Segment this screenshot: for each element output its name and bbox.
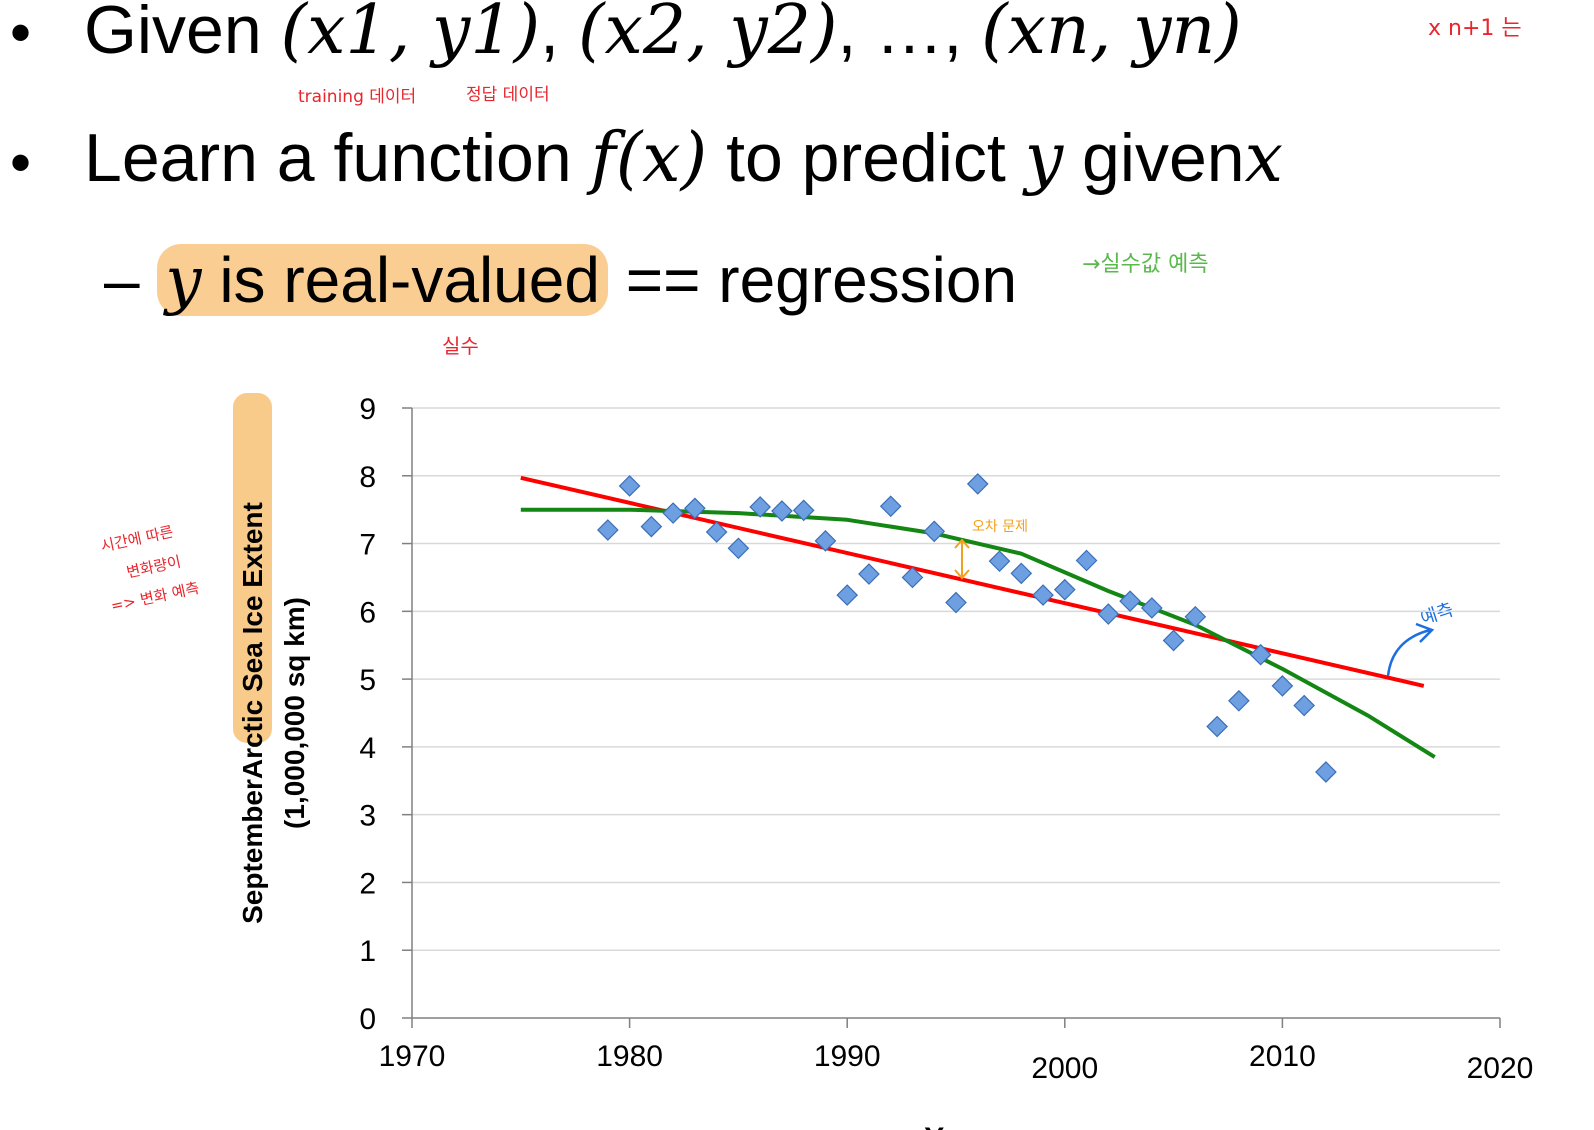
x-tick-label-2020: 2020 — [1467, 1052, 1534, 1085]
bullet-dot-1: • — [10, 0, 32, 66]
x-axis-label: Year — [924, 1122, 988, 1130]
x-tick-label-1970: 1970 — [379, 1040, 446, 1073]
y-tick-label-8: 8 — [359, 461, 376, 494]
x-tick-label-1980: 1980 — [596, 1040, 663, 1073]
data-point-1985 — [727, 537, 750, 560]
y-axis-label: SeptemberArctic Sea Ice Extent (1,000,000… — [233, 393, 310, 924]
data-point-1990 — [836, 584, 859, 606]
data-point-2012 — [1315, 761, 1337, 783]
error-note: 오차 문제 — [972, 519, 1028, 535]
y-tick-label-6: 6 — [359, 596, 376, 629]
data-point-2003 — [1119, 590, 1141, 613]
data-point-1981 — [640, 515, 663, 538]
data-point-2004 — [1140, 597, 1163, 619]
point-layer — [596, 473, 1337, 783]
prediction-arrow — [1386, 622, 1435, 677]
data-point-1997 — [988, 550, 1011, 573]
answer-data-note: 정답 데이터 — [466, 85, 550, 105]
fit-layer — [520, 475, 1436, 759]
real-valued-highlight: y is real-valued — [157, 244, 608, 316]
data-point-1979 — [596, 519, 619, 541]
y-tick-label-5: 5 — [359, 664, 376, 697]
var-x: x — [1244, 119, 1283, 198]
x-tick-label-1990: 1990 — [814, 1040, 881, 1073]
data-point-1980 — [618, 475, 641, 497]
y-tick-label-9: 9 — [359, 393, 376, 426]
data-point-1999 — [1032, 584, 1054, 606]
regression-line: – y is real-valued == regression — [104, 244, 1017, 316]
given-prefix: Given — [84, 0, 262, 68]
var-y: y — [1024, 119, 1064, 198]
real-value-prediction-note: →실수값 예측 — [1082, 252, 1209, 277]
bullet-dot-2: • — [10, 129, 32, 196]
var-y-sub: y — [165, 244, 202, 318]
data-point-1988 — [792, 499, 815, 522]
data-point-1998 — [1010, 562, 1033, 585]
learn-text-c: given — [1082, 120, 1245, 196]
y-tick-label-4: 4 — [359, 732, 376, 765]
data-point-2011 — [1293, 694, 1316, 717]
data-point-2000 — [1053, 578, 1076, 601]
function-fx: f(x) — [590, 119, 708, 198]
real-number-note: 실수 — [442, 334, 479, 358]
y-axis-label-line1: SeptemberArctic Sea Ice Extent — [237, 502, 268, 924]
y-tick-label-1: 1 — [359, 935, 376, 968]
data-point-1987 — [771, 500, 793, 522]
top-right-note: x n+1 는 — [1428, 16, 1522, 41]
data-point-1993 — [901, 566, 924, 589]
data-point-1984 — [705, 521, 728, 543]
axis-layer — [402, 407, 1501, 1028]
pair-1: (x1, y1) — [280, 0, 541, 70]
data-point-2006 — [1184, 605, 1207, 628]
learn-text-a: Learn a function — [84, 120, 572, 196]
data-point-1995 — [945, 591, 967, 614]
grid-layer — [412, 407, 1500, 951]
label-layer: 0 1 2 3 4 5 6 7 8 9 1970 1980 1990 2000 2010 2020 Septem… — [233, 393, 1533, 1130]
x-tick-label-2000: 2000 — [1031, 1052, 1098, 1085]
y-tick-label-7: 7 — [359, 529, 376, 562]
regression-text: == regression — [625, 244, 1018, 316]
pair-n: (xn, yn) — [981, 0, 1242, 70]
y-axis-label-highlight-bg — [233, 393, 272, 743]
y-tick-label-2: 2 — [359, 867, 376, 900]
data-point-2001 — [1075, 549, 1098, 572]
training-data-note: training 데이터 — [298, 87, 417, 107]
data-point-2009 — [1249, 643, 1272, 666]
y-axis-label-highlight: Arctic Sea Ice Extent — [237, 502, 268, 779]
given-line: Given (x1, y1), (x2, y2), …, (xn, yn) — [84, 0, 1242, 65]
y-tick-label-3: 3 — [359, 800, 376, 833]
data-point-1996 — [966, 473, 989, 495]
data-point-1991 — [858, 563, 880, 585]
data-point-1982 — [662, 502, 684, 524]
error-arrow — [954, 538, 970, 580]
data-point-1992 — [879, 495, 902, 518]
data-point-1986 — [749, 496, 772, 518]
data-point-2007 — [1206, 715, 1228, 738]
data-point-1983 — [684, 497, 706, 520]
pair-2: (x2, y2) — [577, 0, 838, 70]
ellipsis: … — [875, 0, 944, 68]
real-valued-text: is real-valued — [219, 244, 600, 316]
data-point-2008 — [1228, 689, 1250, 712]
y-tick-label-0: 0 — [359, 1003, 376, 1036]
data-point-2002 — [1097, 603, 1120, 625]
y-axis-label-line2: (1,000,000 sq km) — [279, 597, 310, 829]
learn-text-b: to predict — [726, 120, 1006, 196]
data-point-2010 — [1271, 675, 1294, 697]
data-point-1989 — [814, 529, 837, 552]
nonlinear-fit-line — [520, 507, 1436, 759]
x-tick-label-2010: 2010 — [1249, 1040, 1316, 1073]
data-point-2005 — [1162, 629, 1185, 652]
learn-line: Learn a function f(x) to predict y given… — [84, 124, 1283, 193]
sub-dash: – — [104, 244, 140, 316]
data-point-1994 — [923, 520, 946, 543]
